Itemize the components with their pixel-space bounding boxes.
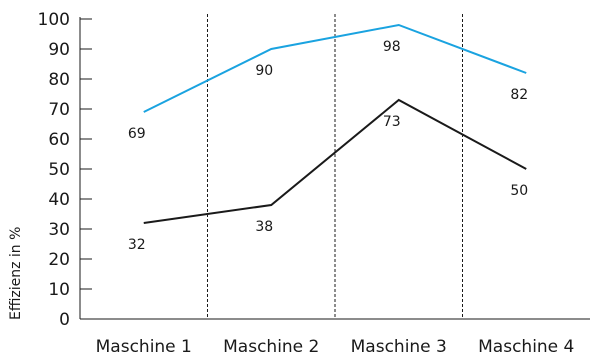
- y-tick-label: 10: [48, 280, 70, 300]
- series-line-2: [143, 98, 527, 224]
- y-tick-label: 90: [48, 40, 70, 60]
- data-label: 38: [255, 219, 273, 235]
- data-label: 32: [128, 237, 146, 253]
- data-label: 73: [383, 114, 401, 130]
- x-tick-label: Maschine 4: [478, 337, 574, 357]
- data-label: 90: [255, 63, 273, 79]
- category-separators: [207, 14, 463, 319]
- data-label: 98: [383, 39, 401, 55]
- y-tick-label: 40: [48, 190, 70, 210]
- y-tick-label: 0: [59, 310, 70, 330]
- y-tick-label: 100: [38, 10, 70, 30]
- x-axis: Maschine 1 Maschine 2 Maschine 3 Maschine 4: [80, 318, 590, 357]
- x-tick-label: Maschine 3: [351, 337, 447, 357]
- y-tick-label: 80: [48, 70, 70, 90]
- series-line-1: [143, 23, 527, 113]
- y-tick-label: 70: [48, 100, 70, 120]
- y-tick-label: 50: [48, 160, 70, 180]
- data-label: 69: [128, 126, 146, 142]
- y-tick-label: 30: [48, 220, 70, 240]
- y-tick-label: 60: [48, 130, 70, 150]
- data-labels: 69 90 98 82 32 38 73 50: [128, 39, 528, 253]
- data-label: 50: [510, 183, 528, 199]
- y-axis: 0 10 20 30 40 50 60 70 80 90 100: [38, 10, 92, 330]
- x-tick-label: Maschine 2: [223, 337, 319, 357]
- x-tick-label: Maschine 1: [96, 337, 192, 357]
- y-axis-title: Effizienz in %: [8, 227, 24, 320]
- data-label: 82: [510, 87, 528, 103]
- y-tick-label: 20: [48, 250, 70, 270]
- series-lines: [143, 23, 527, 224]
